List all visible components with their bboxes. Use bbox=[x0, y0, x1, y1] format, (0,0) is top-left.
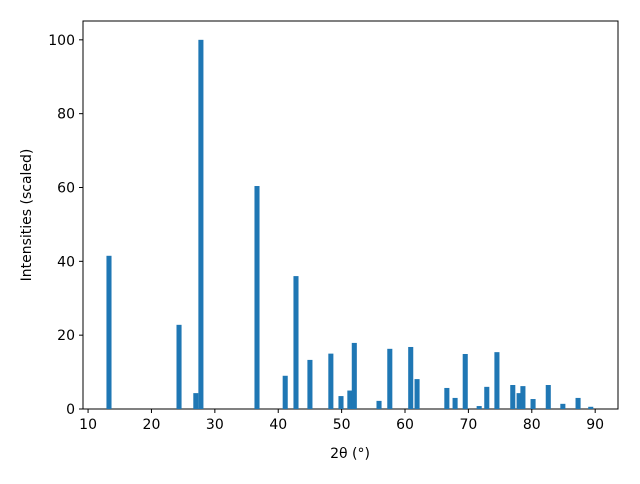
bar bbox=[414, 379, 420, 409]
y-tick-label: 60 bbox=[57, 180, 75, 196]
bar bbox=[387, 348, 393, 409]
bar bbox=[520, 386, 526, 409]
plot-frame bbox=[82, 20, 619, 410]
x-tick-label: 50 bbox=[333, 417, 351, 433]
bar bbox=[282, 375, 288, 409]
bar bbox=[254, 186, 260, 409]
bar bbox=[530, 399, 536, 409]
bar bbox=[293, 276, 299, 409]
bar bbox=[193, 393, 199, 409]
bar bbox=[328, 353, 334, 409]
x-tick-label: 70 bbox=[459, 417, 477, 433]
bar bbox=[106, 255, 112, 409]
bar bbox=[408, 346, 414, 409]
bar bbox=[516, 393, 522, 409]
bar bbox=[484, 386, 490, 409]
bar bbox=[338, 396, 344, 409]
bar bbox=[376, 400, 382, 409]
bar bbox=[545, 385, 551, 409]
x-tick-label: 80 bbox=[523, 417, 541, 433]
bar bbox=[307, 359, 313, 409]
bar bbox=[351, 342, 357, 409]
y-tick-label: 0 bbox=[66, 402, 75, 418]
bar bbox=[347, 390, 353, 409]
y-tick-label: 80 bbox=[57, 107, 75, 123]
x-tick-label: 30 bbox=[206, 417, 224, 433]
bar bbox=[560, 403, 566, 409]
bar bbox=[476, 406, 482, 409]
bar bbox=[462, 353, 468, 409]
x-tick-label: 10 bbox=[79, 417, 97, 433]
bar bbox=[198, 39, 204, 409]
bar bbox=[494, 352, 500, 409]
y-axis-label: Intensities (scaled) bbox=[19, 149, 35, 282]
x-axis-label: 2θ (°) bbox=[330, 446, 370, 462]
x-tick-label: 20 bbox=[143, 417, 161, 433]
y-tick-label: 20 bbox=[57, 328, 75, 344]
bar bbox=[575, 397, 581, 409]
y-tick-label: 40 bbox=[57, 254, 75, 270]
bar bbox=[588, 406, 594, 409]
x-tick-label: 40 bbox=[269, 417, 287, 433]
bar bbox=[510, 385, 516, 409]
bar bbox=[452, 397, 458, 409]
bar bbox=[176, 324, 182, 409]
bar bbox=[444, 387, 450, 409]
x-tick-label: 60 bbox=[396, 417, 414, 433]
x-tick-label: 90 bbox=[586, 417, 604, 433]
y-tick-label: 100 bbox=[48, 33, 75, 49]
